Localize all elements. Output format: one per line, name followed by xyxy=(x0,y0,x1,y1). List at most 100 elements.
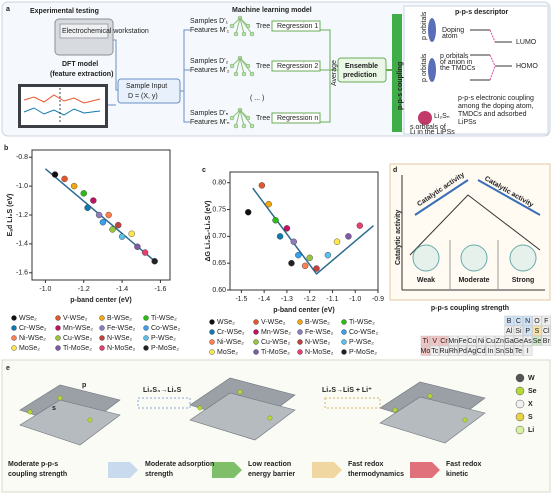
legend-marker xyxy=(253,329,259,335)
label: Regression 2 xyxy=(277,63,318,70)
element: S xyxy=(535,328,540,335)
legend-label: WSe₂ xyxy=(19,315,37,322)
tree-edge xyxy=(239,17,253,35)
tree-node xyxy=(241,31,247,37)
legend-label: S xyxy=(528,414,533,421)
legend-label: Ni-WSe₂ xyxy=(217,339,244,346)
element: C xyxy=(516,318,521,325)
element: Ag xyxy=(468,348,477,355)
legend-label: Mn-WSe₂ xyxy=(261,329,291,336)
legend-marker xyxy=(99,345,105,351)
element-cell xyxy=(476,345,486,356)
element: N xyxy=(525,318,530,325)
legend-label: V-WSe₂ xyxy=(261,319,286,326)
atom xyxy=(427,393,433,399)
workstation-panel xyxy=(59,23,109,39)
connector xyxy=(180,29,190,123)
atom xyxy=(87,417,93,423)
legend-label: Li xyxy=(528,427,534,434)
legend-marker xyxy=(143,345,149,351)
element-cell xyxy=(476,335,486,346)
element-cell xyxy=(458,345,468,356)
activity-arrow xyxy=(414,179,469,216)
label: p-p-s coupling xyxy=(397,62,404,110)
label: Catalytic activity xyxy=(395,210,402,265)
element-cell xyxy=(532,315,542,326)
element-cell xyxy=(532,335,542,346)
legend-label: Cr-WSe₂ xyxy=(217,329,245,336)
x-tick-label: -1.2 xyxy=(304,296,316,303)
legend-marker xyxy=(143,315,149,321)
step-arrow xyxy=(137,397,191,409)
legend-label: P-WSe₂ xyxy=(349,339,374,346)
legend-label: MoSe₂ xyxy=(217,349,238,356)
flow-text: Moderate p-p-s xyxy=(8,461,58,468)
point xyxy=(128,230,135,237)
atom xyxy=(267,415,273,421)
element-cell xyxy=(439,345,449,356)
legend-label: Fe-WSe₂ xyxy=(305,329,334,336)
label: p-p-s electronic coupling xyxy=(458,95,534,102)
point xyxy=(95,211,103,219)
legend-marker xyxy=(209,349,215,355)
legend-label: P-MoSe₂ xyxy=(151,345,179,352)
label: D = (X, y) xyxy=(128,93,158,100)
label: atom xyxy=(442,33,458,40)
label: p-p-s coupling strength xyxy=(431,305,509,312)
label: Average xyxy=(331,60,338,86)
flow-arrows xyxy=(108,462,440,478)
tree-edge xyxy=(239,57,245,75)
legend-marker xyxy=(297,329,303,335)
point xyxy=(151,258,158,265)
point xyxy=(345,233,352,240)
curve xyxy=(23,107,101,116)
p-orbital xyxy=(428,58,436,82)
legend-marker xyxy=(515,412,525,422)
atom xyxy=(27,409,33,415)
flow-text: Moderate adsorption xyxy=(145,461,214,468)
label: Regression 1 xyxy=(277,23,318,30)
label: Electrochemical workstation xyxy=(62,28,149,35)
monitor-screen xyxy=(21,87,105,125)
fit-line xyxy=(252,187,374,275)
element-cell xyxy=(523,325,533,336)
legend-label: Ti-MoSe₂ xyxy=(261,349,290,356)
atom xyxy=(237,389,243,395)
legend-marker xyxy=(515,386,525,396)
element-cell xyxy=(532,325,542,336)
tree-node xyxy=(241,123,247,129)
label: HOMO xyxy=(516,63,538,70)
x-axis-label: p-band center (eV) xyxy=(70,297,131,304)
point xyxy=(109,226,116,233)
flow-arrow xyxy=(312,462,342,478)
point xyxy=(272,217,279,224)
tree-edge xyxy=(235,17,241,35)
label: Experimental testing xyxy=(30,8,99,15)
y-tick-label: -1.6 xyxy=(16,270,28,277)
legend-label: X xyxy=(528,401,533,408)
point xyxy=(99,219,107,226)
panel-d-frame xyxy=(389,163,551,301)
legend-label: V-WSe₂ xyxy=(63,315,88,322)
label: s orbitals of xyxy=(410,124,446,131)
label: LUMO xyxy=(516,39,537,46)
element: Rh xyxy=(449,348,458,355)
element: Pd xyxy=(458,348,467,355)
curve xyxy=(23,94,101,104)
plot-frame xyxy=(229,171,379,291)
cluster xyxy=(460,244,488,272)
regression-box xyxy=(271,20,321,32)
element: Se xyxy=(533,338,542,345)
tree-node xyxy=(233,31,239,37)
legend-marker xyxy=(55,325,61,331)
panel-label: a xyxy=(6,6,10,13)
tree-edge xyxy=(239,109,245,127)
element-cell xyxy=(513,315,524,326)
legend-label: P-MoSe₂ xyxy=(349,349,377,356)
atom xyxy=(197,405,203,411)
x-tick-label: -1.6 xyxy=(154,286,166,293)
label: Sample Input xyxy=(126,83,167,90)
legend-marker xyxy=(515,399,525,409)
element: B xyxy=(507,318,512,325)
label: the TMDCs xyxy=(440,65,476,72)
